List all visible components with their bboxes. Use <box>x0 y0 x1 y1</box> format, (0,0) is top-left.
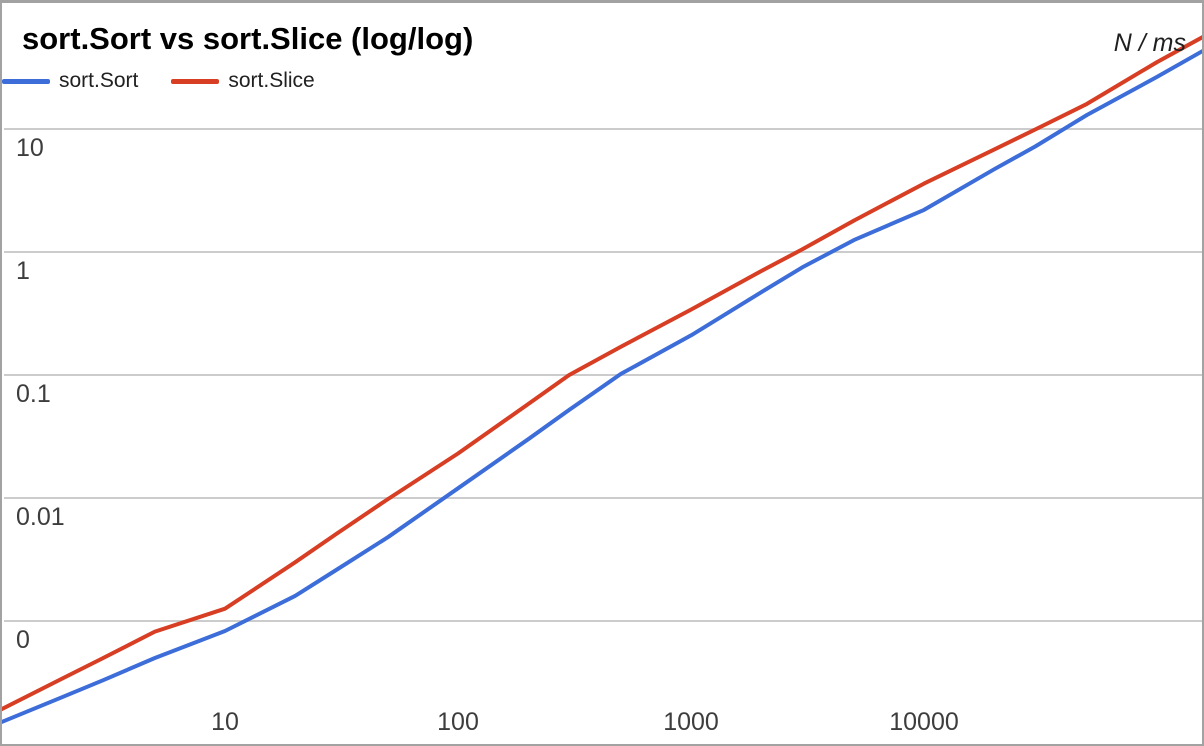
y-axis-tick-label: 0.1 <box>16 380 51 408</box>
y-axis-tick-label: 1 <box>16 257 30 285</box>
chart-title: sort.Sort vs sort.Slice (log/log) <box>22 21 474 56</box>
x-axis-tick-label: 10 <box>211 708 239 736</box>
gridlines <box>4 128 1202 622</box>
legend-item-sort-slice[interactable]: sort.Slice <box>171 69 315 93</box>
legend-label-sort-sort: sort.Sort <box>59 69 139 92</box>
x-axis-tick-label: 100 <box>437 708 479 736</box>
axis-unit-label: N / ms <box>1113 29 1186 57</box>
legend: sort.Sort sort.Slice <box>2 67 315 95</box>
y-axis-tick-label: 0.01 <box>16 503 65 531</box>
y-axis-tick-label: 0 <box>16 626 30 654</box>
x-axis-tick-label: 1000 <box>663 708 719 736</box>
plot-area <box>2 35 1202 725</box>
x-axis-tick-label: 10000 <box>889 708 959 736</box>
series-line-sort-slice <box>2 35 1202 712</box>
legend-label-sort-slice: sort.Slice <box>228 69 315 92</box>
legend-swatch-sort-slice <box>171 78 220 84</box>
legend-swatch-sort-sort <box>2 78 50 84</box>
series-lines <box>2 35 1202 725</box>
series-line-sort-sort <box>2 49 1202 725</box>
legend-item-sort-sort[interactable]: sort.Sort <box>2 69 138 93</box>
y-axis-tick-label: 10 <box>16 134 44 162</box>
